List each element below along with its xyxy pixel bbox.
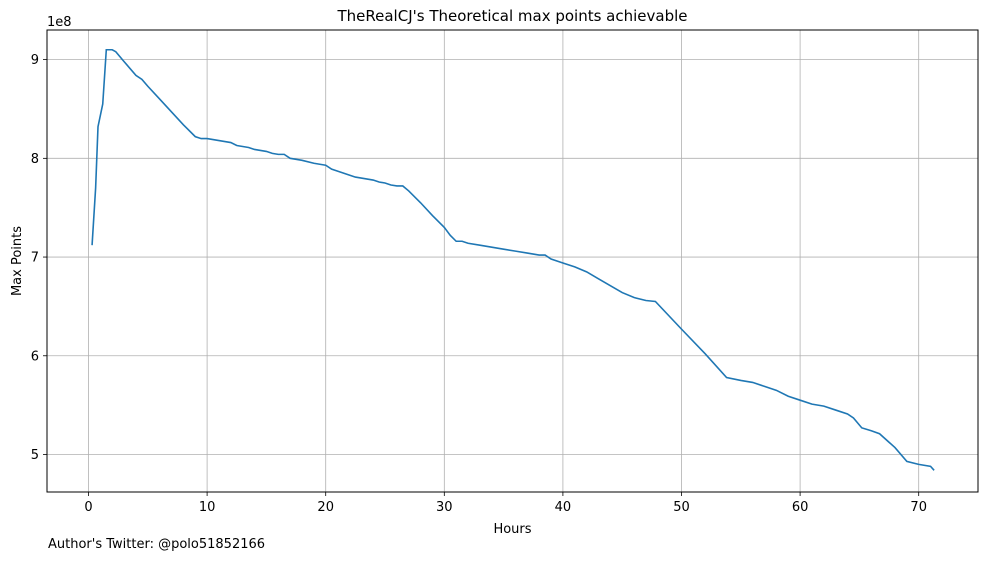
x-tick-label: 10 xyxy=(199,500,216,515)
y-tick-label: 5 xyxy=(31,448,39,463)
grid xyxy=(47,30,978,492)
series-line xyxy=(91,48,935,471)
x-tick-label: 0 xyxy=(84,500,92,515)
x-axis-label: Hours xyxy=(493,522,531,537)
axis-ticks: 0 10 20 30 40 50 60 70 5 6 7 8 9 xyxy=(31,53,927,515)
x-tick-label: 60 xyxy=(792,500,809,515)
y-tick-label: 6 xyxy=(31,349,39,364)
x-tick-label: 70 xyxy=(910,500,927,515)
y-tick-label: 7 xyxy=(31,251,39,266)
author-footer: Author's Twitter: @polo51852166 xyxy=(48,537,266,552)
x-tick-label: 50 xyxy=(673,500,690,515)
x-tick-label: 20 xyxy=(317,500,334,515)
y-tick-label: 9 xyxy=(31,53,39,68)
x-tick-label: 40 xyxy=(555,500,572,515)
plot-frame xyxy=(46,29,979,493)
y-axis-label: Max Points xyxy=(10,226,25,296)
y-tick-label: 8 xyxy=(31,152,39,167)
x-tick-label: 30 xyxy=(436,500,453,515)
chart-title: TheRealCJ's Theoretical max points achie… xyxy=(336,7,687,25)
y-offset-label: 1e8 xyxy=(47,15,72,30)
